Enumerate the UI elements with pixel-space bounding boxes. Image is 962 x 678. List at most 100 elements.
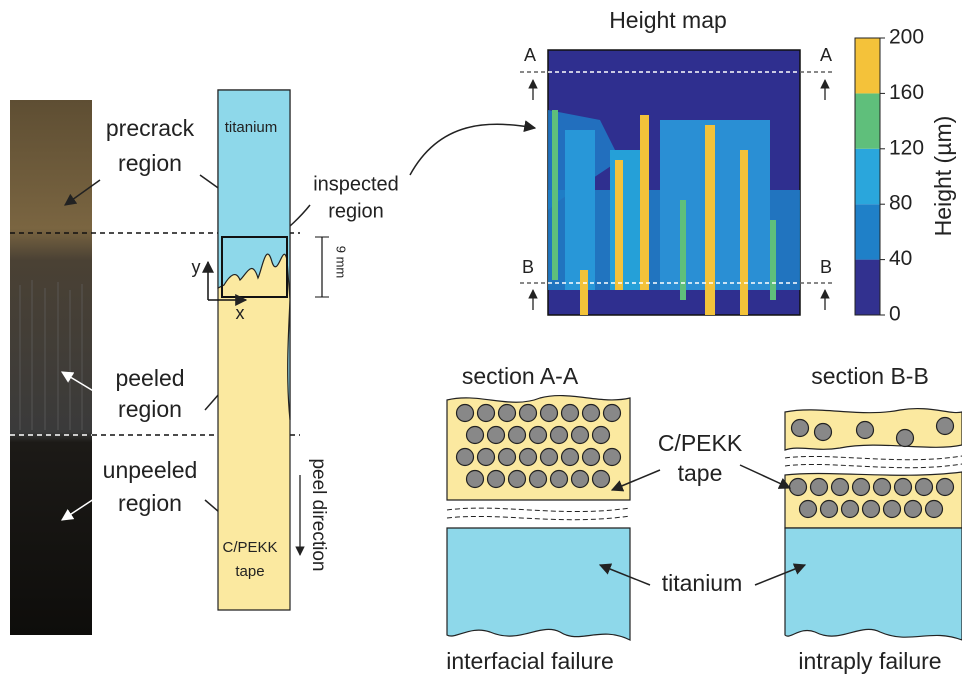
fiber <box>895 479 912 496</box>
section-title: section A-A <box>462 363 579 389</box>
map-title: Height map <box>609 7 727 33</box>
fiber <box>853 479 870 496</box>
fiber <box>551 427 568 444</box>
crack-line <box>785 456 962 460</box>
fiber <box>897 430 914 447</box>
fiber <box>530 471 547 488</box>
colorbar-tick-label: 80 <box>889 192 912 215</box>
crack-line <box>785 464 962 468</box>
label: y <box>192 257 201 277</box>
fiber <box>478 405 495 422</box>
fiber <box>478 449 495 466</box>
colorbar-segment <box>855 204 880 259</box>
fiber <box>499 405 516 422</box>
fiber <box>842 501 859 518</box>
fiber <box>467 471 484 488</box>
fiber <box>457 405 474 422</box>
fiber <box>467 427 484 444</box>
colorbar-segment <box>855 38 880 93</box>
label: C/PEKK <box>222 539 277 556</box>
colorbar-label: Height (µm) <box>930 116 956 237</box>
label: unpeeled <box>103 457 198 483</box>
label: tape <box>678 460 723 486</box>
fiber <box>821 501 838 518</box>
label: peeled <box>115 365 184 391</box>
fiber <box>874 479 891 496</box>
fiber <box>937 418 954 435</box>
fiber <box>815 424 832 441</box>
fiber <box>863 501 880 518</box>
label: x <box>236 303 245 323</box>
fiber <box>604 405 621 422</box>
fiber <box>857 422 874 439</box>
fiber <box>583 449 600 466</box>
label: peel direction <box>308 458 329 571</box>
tape-block <box>785 472 962 528</box>
fiber <box>509 427 526 444</box>
fiber <box>811 479 828 496</box>
label: titanium <box>225 119 278 136</box>
fiber <box>583 405 600 422</box>
colorbar-segment <box>855 149 880 204</box>
crack-line <box>447 516 630 520</box>
colorbar-tick-label: 160 <box>889 81 924 104</box>
figure: precrack region peeled region unpeeled r… <box>0 0 962 678</box>
fiber <box>572 471 589 488</box>
label: C/PEKK <box>658 430 743 456</box>
fiber <box>520 405 537 422</box>
marker: A <box>820 45 832 65</box>
fiber <box>562 405 579 422</box>
fiber <box>916 479 933 496</box>
fiber <box>530 427 547 444</box>
section-title: section B-B <box>811 363 929 389</box>
colorbar-tick-label: 120 <box>889 136 924 159</box>
fiber <box>593 471 610 488</box>
label: region <box>118 490 182 516</box>
fiber <box>509 471 526 488</box>
fiber <box>937 479 954 496</box>
label: tape <box>235 563 264 580</box>
label: inspected <box>313 173 399 195</box>
fiber <box>884 501 901 518</box>
height-map <box>548 50 800 315</box>
colorbar-segment <box>855 93 880 148</box>
marker: B <box>820 257 832 277</box>
fiber <box>604 449 621 466</box>
fiber <box>499 449 516 466</box>
colorbar: 0 40 80 120 160 200 <box>855 26 924 326</box>
label: region <box>118 150 182 176</box>
fiber <box>520 449 537 466</box>
fiber <box>562 449 579 466</box>
label: precrack <box>106 115 195 141</box>
fiber <box>541 405 558 422</box>
marker: A <box>524 45 536 65</box>
colorbar-segment <box>855 260 880 315</box>
fiber <box>790 479 807 496</box>
fiber <box>551 471 568 488</box>
colorbar-tick-label: 200 <box>889 26 924 49</box>
titanium-block <box>785 528 962 640</box>
fiber <box>488 471 505 488</box>
titanium-block <box>447 528 630 640</box>
label: 9 mm <box>334 246 349 279</box>
marker: B <box>522 257 534 277</box>
fiber <box>457 449 474 466</box>
fiber <box>593 427 610 444</box>
colorbar-tick-label: 0 <box>889 303 901 326</box>
fiber <box>488 427 505 444</box>
fiber <box>926 501 943 518</box>
label: region <box>118 396 182 422</box>
label: titanium <box>662 570 743 596</box>
fiber <box>792 420 809 437</box>
fiber <box>832 479 849 496</box>
specimen-photo <box>10 100 92 635</box>
fiber <box>800 501 817 518</box>
crack-line <box>447 508 630 512</box>
fiber <box>541 449 558 466</box>
caption: interfacial failure <box>446 648 613 674</box>
fiber <box>572 427 589 444</box>
label: region <box>328 200 384 222</box>
caption: intraply failure <box>798 648 941 674</box>
colorbar-tick-label: 40 <box>889 247 912 270</box>
fiber <box>905 501 922 518</box>
